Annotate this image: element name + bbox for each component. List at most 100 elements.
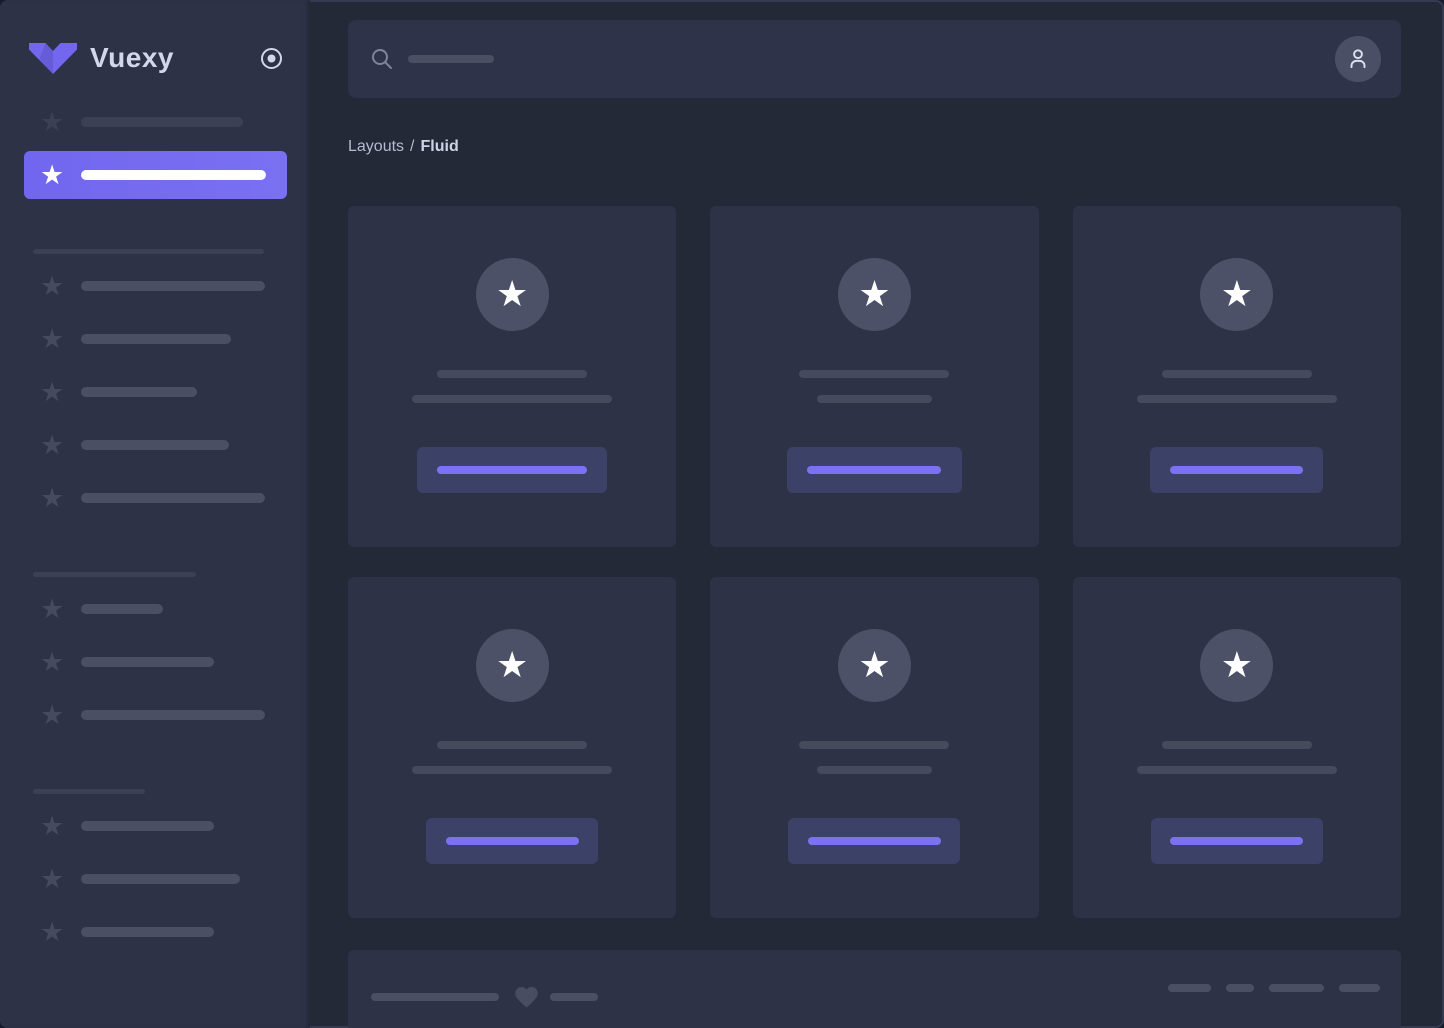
menu-label-skeleton (81, 927, 214, 937)
card-title-skeleton (437, 370, 588, 378)
breadcrumb-separator: / (410, 138, 415, 155)
button-label-skeleton (445, 837, 579, 845)
breadcrumb: Layouts / Fluid (348, 138, 1401, 156)
card-avatar: ★ (837, 629, 911, 702)
button-label-skeleton (437, 466, 588, 474)
sidebar-menu-item[interactable]: ★ (24, 802, 287, 850)
card-action-button[interactable] (426, 818, 599, 864)
sidebar-menu-item[interactable]: ★ (24, 855, 287, 903)
card-avatar: ★ (837, 258, 911, 331)
search-icon (370, 47, 394, 71)
star-icon: ★ (40, 863, 65, 894)
menu-section: ★ ★ ★ (0, 572, 310, 739)
card-subtitle-skeleton (816, 395, 932, 403)
star-icon: ★ (40, 482, 65, 513)
card-grid: ★ ★ ★ ★ (348, 206, 1401, 918)
card-subtitle-skeleton (1136, 766, 1337, 774)
star-icon: ★ (40, 270, 65, 301)
star-icon: ★ (40, 106, 65, 137)
footer-link-skeleton (1226, 984, 1254, 992)
menu-section: ★ ★ (0, 98, 310, 199)
card-avatar: ★ (1200, 629, 1274, 702)
sidebar-menu-item[interactable]: ★ (24, 98, 287, 146)
vuexy-logo-icon (29, 42, 77, 74)
content-card: ★ (710, 577, 1039, 918)
sidebar-menu: ★ ★ ★ ★ ★ ★ ★ ★ ★ ★ (0, 98, 310, 956)
card-title-skeleton (1161, 741, 1312, 749)
star-icon: ★ (496, 643, 529, 685)
content-card: ★ (1072, 206, 1401, 547)
footer-links-group (1168, 984, 1380, 992)
card-title-skeleton (799, 370, 950, 378)
menu-pin-toggle-radio-icon[interactable] (259, 46, 284, 71)
card-action-button[interactable] (1150, 447, 1324, 493)
menu-section: ★ ★ ★ (0, 789, 310, 956)
sidebar-menu-item[interactable]: ★ (24, 691, 287, 739)
star-icon: ★ (40, 810, 65, 841)
star-icon: ★ (40, 429, 65, 460)
star-icon: ★ (40, 699, 65, 730)
breadcrumb-current-page: Fluid (420, 138, 459, 155)
sidebar: Vuexy ★ ★ ★ ★ ★ ★ (0, 0, 310, 1028)
sidebar-menu-item[interactable]: ★ (24, 908, 287, 956)
menu-label-skeleton (81, 493, 265, 503)
content-card: ★ (348, 577, 677, 918)
star-icon: ★ (40, 159, 65, 190)
card-action-button[interactable] (417, 447, 608, 493)
card-avatar: ★ (475, 258, 549, 331)
star-icon: ★ (40, 916, 65, 947)
star-icon: ★ (40, 376, 65, 407)
button-label-skeleton (807, 466, 942, 474)
main-content: Layouts / Fluid ★ ★ ★ ★ (310, 0, 1444, 1028)
breadcrumb-section-link[interactable]: Layouts (348, 138, 405, 155)
card-title-skeleton (1161, 370, 1312, 378)
star-icon: ★ (858, 643, 891, 685)
footer-card (348, 950, 1401, 1028)
footer-text-skeleton (550, 992, 598, 1001)
menu-label-skeleton (81, 710, 265, 720)
brand-title: Vuexy (90, 42, 174, 73)
menu-label-skeleton (81, 170, 266, 180)
sidebar-menu-item[interactable]: ★ (24, 368, 287, 416)
card-avatar: ★ (475, 629, 549, 702)
card-subtitle-skeleton (816, 766, 932, 774)
user-avatar[interactable] (1335, 36, 1381, 82)
footer-text-skeleton (371, 992, 499, 1001)
search-bar[interactable] (348, 20, 1401, 98)
card-subtitle-skeleton (412, 395, 613, 403)
heart-icon (513, 984, 540, 1009)
card-action-button[interactable] (1150, 818, 1323, 864)
card-title-skeleton (799, 741, 950, 749)
content-card: ★ (710, 206, 1039, 547)
button-label-skeleton (807, 837, 941, 845)
menu-label-skeleton (81, 334, 231, 344)
card-subtitle-skeleton (412, 766, 613, 774)
sidebar-menu-item[interactable]: ★ (24, 151, 287, 199)
card-action-button[interactable] (788, 818, 961, 864)
sidebar-menu-item[interactable]: ★ (24, 315, 287, 363)
menu-label-skeleton (81, 604, 163, 614)
sidebar-menu-item[interactable]: ★ (24, 638, 287, 686)
star-icon: ★ (40, 646, 65, 677)
sidebar-menu-item[interactable]: ★ (24, 262, 287, 310)
menu-label-skeleton (81, 281, 265, 291)
star-icon: ★ (858, 272, 891, 314)
button-label-skeleton (1170, 466, 1304, 474)
sidebar-menu-item[interactable]: ★ (24, 421, 287, 469)
star-icon: ★ (1220, 272, 1253, 314)
sidebar-header: Vuexy (0, 0, 310, 74)
sidebar-menu-item[interactable]: ★ (24, 474, 287, 522)
card-title-skeleton (437, 741, 588, 749)
footer-link-skeleton (1269, 984, 1324, 992)
content-card: ★ (348, 206, 677, 547)
star-icon: ★ (40, 593, 65, 624)
card-action-button[interactable] (786, 447, 962, 493)
card-avatar: ★ (1200, 258, 1274, 331)
menu-label-skeleton (81, 117, 243, 127)
menu-section-header-skeleton (33, 572, 196, 577)
star-icon: ★ (40, 323, 65, 354)
sidebar-menu-item[interactable]: ★ (24, 585, 287, 633)
footer-link-skeleton (1339, 984, 1380, 992)
person-icon (1345, 46, 1371, 72)
